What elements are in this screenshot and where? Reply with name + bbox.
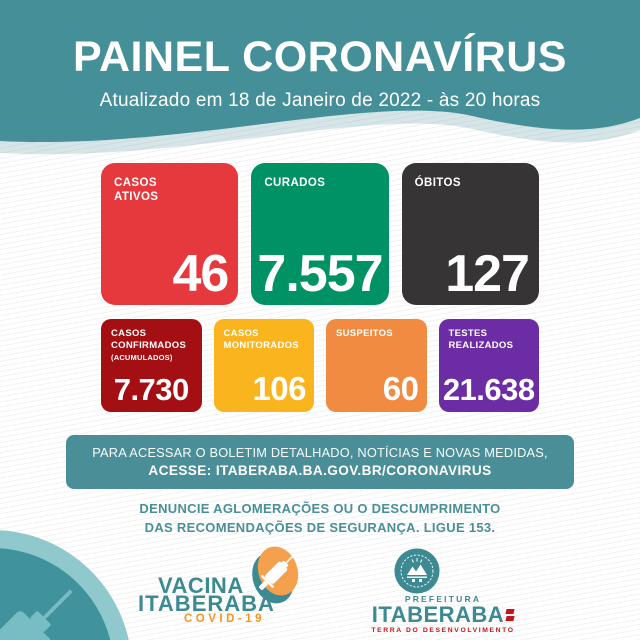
bulletin-banner: PARA ACESSAR O BOLETIM DETALHADO, NOTÍCI… (66, 435, 574, 489)
header-wave-main (0, 0, 640, 143)
vacina-itaberaba-logo: VACINA ITABERABA COVID-19 (138, 546, 303, 631)
stat-label-line: TESTES (448, 328, 488, 339)
vacina-logo-covid19: COVID-19 (184, 613, 266, 625)
stat-value: 7.557 (257, 245, 383, 303)
stat-value: 127 (445, 245, 530, 303)
prefeitura-tagline: TERRA DO DESENVOLVIMENTO (371, 627, 515, 634)
stat-label-line: SUSPEITOS (336, 328, 393, 339)
stat-label-line: CURADOS (264, 177, 326, 189)
denounce-notice-line2: DAS RECOMENDAÇÕES DE SEGURANÇA. LIGUE 15… (0, 518, 640, 537)
stat-label-line: CASOS (223, 328, 259, 339)
stat-label: CASOS MONITORADOS (224, 328, 307, 352)
vaccine-badge-icon (252, 546, 299, 604)
stat-value: 46 (172, 245, 229, 303)
stat-card-suspeitos: SUSPEITOS 60 (326, 319, 427, 412)
bulletin-url: ACESSE: ITABERABA.BA.GOV.BR/CORONAVIRUS (148, 463, 492, 478)
vacina-logo-word2: ITABERABA (138, 591, 275, 616)
stat-label-line: ATIVOS (114, 191, 159, 204)
stat-value: 7.730 (113, 372, 190, 407)
city-seal-icon (394, 548, 440, 594)
stat-label: CASOS CONFIRMADOS (ACUMULADOS) (111, 328, 194, 362)
stat-label: SUSPEITOS (336, 328, 419, 340)
stat-label-line: CASOS (114, 177, 157, 189)
stat-card-casos-monitorados: CASOS MONITORADOS 106 (213, 319, 314, 412)
syringe-icon (0, 589, 73, 640)
stat-value: 21.638 (442, 372, 535, 407)
stat-label-line: ÓBITOS (414, 177, 461, 189)
stat-label-line: CONFIRMADOS (111, 339, 187, 351)
stat-label: ÓBITOS (415, 176, 531, 190)
seal-mountains (407, 564, 427, 582)
stat-card-testes-realizados: TESTES REALIZADOS 21.638 (438, 319, 539, 412)
denounce-notice: DENUNCIE AGLOMERAÇÕES OU O DESCUMPRIMENT… (0, 499, 640, 537)
prefeitura-city-name: ITABERABA (368, 602, 518, 628)
stat-value: 60 (382, 370, 419, 407)
prefeitura-itaberaba-logo: PREFEITURA ITABERABA TERRA DO DESENVOLVI… (368, 546, 518, 638)
denounce-phone: LIGUE 153. (423, 520, 496, 535)
stat-label-line: REALIZADOS (448, 339, 514, 351)
stat-value: 106 (252, 370, 306, 407)
updated-at-subtitle: Atualizado em 18 de Janeiro de 2022 - às… (99, 90, 541, 111)
header-wave-background (0, 0, 640, 155)
stat-label-line: MONITORADOS (223, 339, 299, 351)
secondary-stats-row: CASOS CONFIRMADOS (ACUMULADOS) 7.730 CAS… (101, 319, 539, 412)
stat-label: TESTES REALIZADOS (449, 328, 532, 352)
prefeitura-city-name-text: ITABERABA (371, 602, 505, 627)
vacina-logo-word1: VACINA (158, 573, 244, 598)
red-mark-block (505, 616, 515, 621)
page-title: PAINEL CORONAVÍRUS (73, 33, 567, 81)
stat-card-casos-ativos: CASOS ATIVOS 46 (101, 163, 239, 305)
stat-card-curados: CURADOS 7.557 (251, 163, 389, 305)
red-mark-block (505, 609, 515, 614)
seal-text-ring (400, 554, 434, 588)
badge-syringe-icon (259, 555, 294, 590)
stat-sublabel: (ACUMULADOS) (111, 352, 173, 362)
header: PAINEL CORONAVÍRUS Atualizado em 18 de J… (0, 0, 640, 112)
stat-card-obitos: ÓBITOS 127 (401, 163, 539, 305)
denounce-notice-line1: DENUNCIE AGLOMERAÇÕES OU O DESCUMPRIMENT… (139, 501, 501, 516)
syringe-circle-emblem (0, 530, 129, 640)
stat-label: CURADOS (264, 176, 380, 190)
bulletin-banner-text: PARA ACESSAR O BOLETIM DETALHADO, NOTÍCI… (92, 445, 548, 460)
prefeitura-red-mark (505, 609, 515, 622)
denounce-notice-text: DAS RECOMENDAÇÕES DE SEGURANÇA. (144, 520, 424, 535)
seal-sun-rays (411, 558, 423, 563)
stat-card-casos-confirmados: CASOS CONFIRMADOS (ACUMULADOS) 7.730 (101, 319, 202, 412)
prefeitura-label: PREFEITURA (404, 594, 482, 604)
stat-label: CASOS ATIVOS (114, 176, 230, 204)
stat-label-line: CASOS (111, 328, 147, 339)
primary-stats-row: CASOS ATIVOS 46 CURADOS 7.557 ÓBITOS 127 (101, 163, 539, 305)
